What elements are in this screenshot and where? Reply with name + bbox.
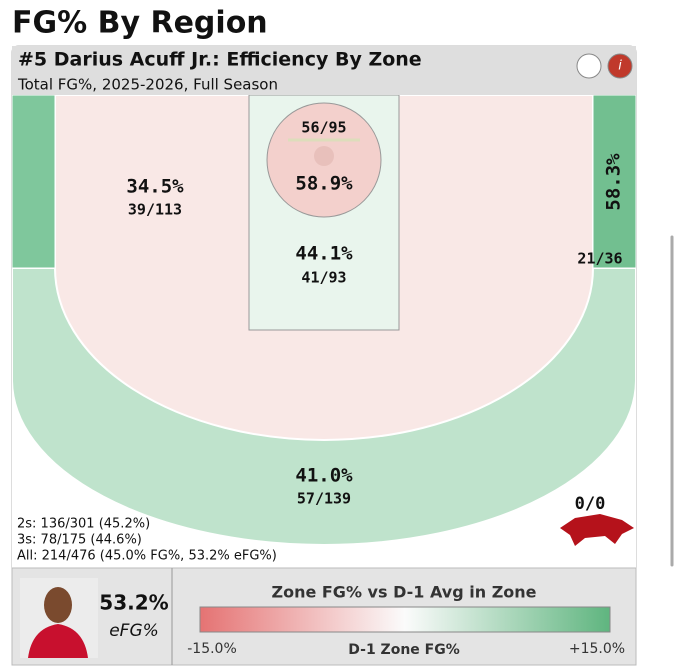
- left-corner-zone[interactable]: [12, 95, 56, 269]
- hoop: [314, 146, 334, 166]
- zone-pct: 44.1%: [295, 243, 353, 265]
- zone-pct: 58.3%: [603, 153, 625, 211]
- card-title: #5 Darius Acuff Jr.: Efficiency By Zone: [18, 49, 422, 71]
- card-header: [12, 46, 636, 95]
- efg-value: 53.2%: [99, 591, 168, 615]
- zone-count: 0/0: [575, 494, 606, 514]
- zone-pct: 34.5%: [126, 176, 184, 198]
- page-title: FG% By Region: [12, 6, 268, 41]
- zone-count: 39/113: [128, 201, 182, 219]
- legend-title: Zone FG% vs D-1 Avg in Zone: [271, 583, 536, 602]
- card-subtitle: Total FG%, 2025-2026, Full Season: [17, 76, 278, 94]
- zone-count: 56/95: [301, 119, 346, 137]
- zone-pct: 58.9%: [295, 173, 353, 195]
- toggle-button[interactable]: [576, 53, 602, 79]
- efg-label: eFG%: [109, 621, 159, 641]
- summary-line: All: 214/476 (45.0% FG%, 53.2% eFG%): [17, 549, 277, 564]
- zone-count: 21/36: [577, 250, 622, 268]
- zone-pct: 41.0%: [295, 465, 353, 487]
- info-icon: i: [618, 59, 622, 74]
- legend-max: +15.0%: [569, 641, 625, 657]
- info-button[interactable]: [607, 53, 633, 79]
- right-corner-zone[interactable]: [592, 95, 636, 269]
- summary-line: 2s: 136/301 (45.2%): [17, 517, 150, 532]
- summary-line: 3s: 78/175 (44.6%): [17, 533, 142, 548]
- legend-gradient: [199, 606, 611, 633]
- player-head: [44, 587, 72, 623]
- legend-mid: D-1 Zone FG%: [348, 642, 460, 658]
- zone-count: 57/139: [297, 490, 351, 508]
- zone-count: 41/93: [301, 269, 346, 287]
- legend-min: -15.0%: [187, 641, 237, 657]
- player-jersey: [28, 624, 88, 658]
- court: [12, 95, 636, 568]
- team-logo: [560, 514, 634, 546]
